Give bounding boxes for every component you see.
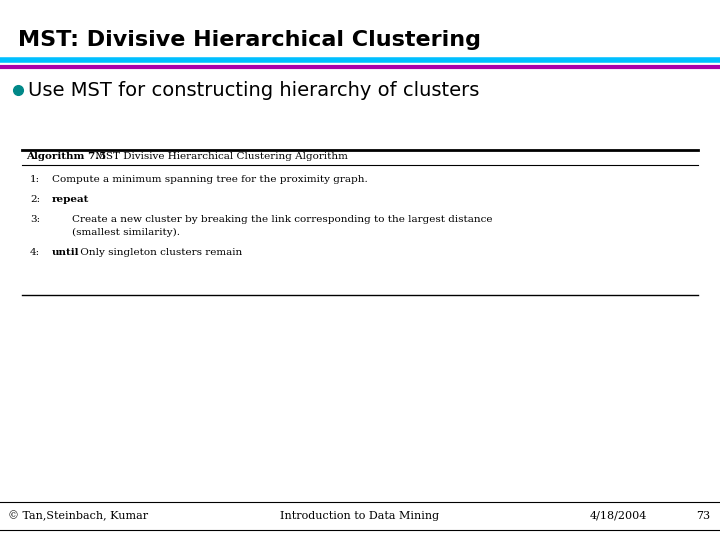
Text: Create a new cluster by breaking the link corresponding to the largest distance: Create a new cluster by breaking the lin… <box>72 215 492 224</box>
Text: 4/18/2004: 4/18/2004 <box>590 511 647 521</box>
Text: MST Divisive Hierarchical Clustering Algorithm: MST Divisive Hierarchical Clustering Alg… <box>92 152 348 161</box>
Text: Introduction to Data Mining: Introduction to Data Mining <box>280 511 440 521</box>
Text: Only singleton clusters remain: Only singleton clusters remain <box>77 248 242 257</box>
Text: 4:: 4: <box>30 248 40 257</box>
Text: 1:: 1: <box>30 175 40 184</box>
Text: until: until <box>52 248 79 257</box>
Text: (smallest similarity).: (smallest similarity). <box>72 228 180 237</box>
Text: Compute a minimum spanning tree for the proximity graph.: Compute a minimum spanning tree for the … <box>52 175 368 184</box>
Text: © Tan,Steinbach, Kumar: © Tan,Steinbach, Kumar <box>8 511 148 521</box>
Text: Use MST for constructing hierarchy of clusters: Use MST for constructing hierarchy of cl… <box>28 80 480 99</box>
Text: 3:: 3: <box>30 215 40 224</box>
Text: Algorithm 7.5: Algorithm 7.5 <box>26 152 106 161</box>
Text: repeat: repeat <box>52 195 89 204</box>
Text: MST: Divisive Hierarchical Clustering: MST: Divisive Hierarchical Clustering <box>18 30 481 50</box>
Text: 73: 73 <box>696 511 710 521</box>
Text: 2:: 2: <box>30 195 40 204</box>
